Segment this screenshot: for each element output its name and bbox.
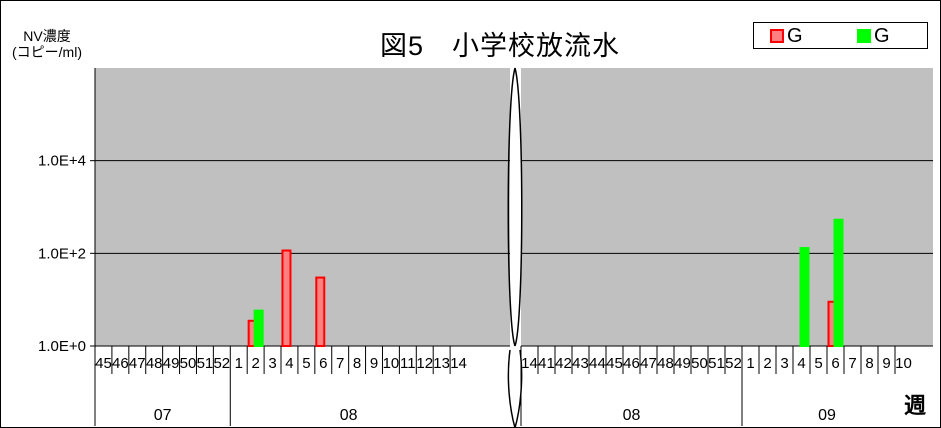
axis-break-lower-right	[514, 349, 523, 428]
x-tick-label: 45	[606, 355, 623, 372]
legend: G G	[753, 22, 928, 49]
x-tick-label: 43	[572, 355, 589, 372]
bar-green-week-6	[833, 218, 844, 348]
x-tick-label: 7	[336, 355, 344, 372]
x-tick-label: 48	[657, 355, 674, 372]
x-tick-label: 14	[450, 355, 467, 372]
year-label: 09	[818, 407, 836, 424]
year-label: 08	[340, 407, 358, 424]
x-tick-label: 44	[589, 355, 606, 372]
legend-item-green: G	[857, 24, 890, 47]
x-tick-label: 9	[882, 355, 890, 372]
x-tick-label: 11	[400, 355, 416, 372]
year-label: 08	[623, 407, 641, 424]
legend-item-red: G	[770, 24, 803, 47]
x-tick-label: 51	[197, 355, 214, 372]
bar-green-week-2	[253, 309, 264, 347]
y-axis-label-line-1: NV濃度	[23, 28, 71, 44]
x-tick-label: 52	[725, 355, 742, 372]
x-tick-label: 2	[763, 355, 771, 372]
y-tick-label: 1.0E+0	[38, 338, 86, 355]
x-axis-unit-label: 週	[904, 393, 927, 418]
x-tick-label: 7	[848, 355, 856, 372]
x-tick-label: 3	[268, 355, 276, 372]
x-tick-label: 42	[555, 355, 572, 372]
x-tick-label: 50	[180, 355, 197, 372]
x-tick-label: 4	[285, 355, 293, 372]
x-tick-label: 49	[163, 355, 180, 372]
x-tick-label: 47	[640, 355, 657, 372]
bar-red-week-6	[315, 276, 326, 348]
x-tick-label: 51	[708, 355, 725, 372]
x-tick-label: 49	[674, 355, 691, 372]
x-tick-label: 9	[370, 355, 378, 372]
chart-title: 図5 小学校放流水	[380, 31, 621, 61]
y-axis-label-line-2: (コピー/ml)	[12, 44, 82, 60]
x-tick-label: 46	[623, 355, 640, 372]
x-tick-label: 12	[416, 355, 433, 372]
year-label: 07	[154, 407, 172, 424]
x-tick-label: 10	[895, 355, 912, 372]
x-tick-label: 48	[146, 355, 163, 372]
plot-area-1	[95, 68, 510, 346]
bar-red-week-4	[281, 249, 292, 347]
x-tick-label: 10	[383, 355, 400, 372]
x-tick-label: 50	[691, 355, 708, 372]
x-tick-label: 14	[521, 355, 538, 372]
y-tick-label: 1.0E+4	[38, 153, 86, 170]
x-tick-label: 6	[319, 355, 327, 372]
x-tick-label: 5	[814, 355, 822, 372]
x-tick-label: 5	[302, 355, 310, 372]
x-tick-label: 41	[538, 355, 555, 372]
axis-break-lower-left	[507, 349, 516, 428]
plot-area-2	[521, 68, 933, 346]
x-tick-label: 2	[251, 355, 259, 372]
y-axis-label: NV濃度 (コピー/ml)	[12, 28, 82, 60]
x-tick-label: 8	[865, 355, 873, 372]
x-tick-label: 4	[797, 355, 805, 372]
x-tick-label: 45	[95, 355, 112, 372]
x-tick-label: 1	[746, 355, 754, 372]
x-tick-label: 46	[112, 355, 129, 372]
legend-label-green: G	[874, 24, 890, 47]
legend-swatch-green	[857, 29, 871, 43]
x-tick-label: 13	[433, 355, 450, 372]
x-tick-label: 6	[831, 355, 839, 372]
legend-swatch-red	[770, 29, 784, 43]
axis-break-oval	[507, 67, 523, 347]
x-tick-label: 1	[235, 355, 243, 372]
y-tick-label: 1.0E+2	[38, 245, 86, 262]
x-tick-label: 47	[129, 355, 146, 372]
legend-label-red: G	[787, 24, 803, 47]
x-tick-label: 52	[213, 355, 230, 372]
x-tick-label: 8	[353, 355, 361, 372]
x-tick-label: 3	[780, 355, 788, 372]
bar-green-week-4	[799, 247, 810, 347]
